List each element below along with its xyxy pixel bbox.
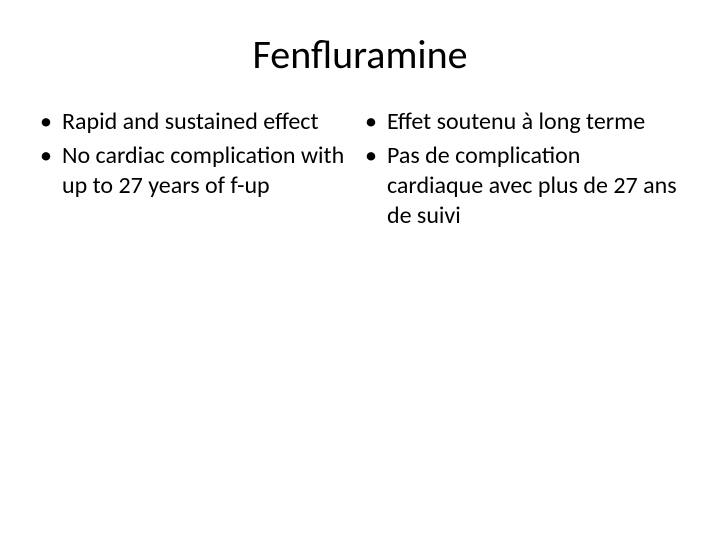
slide: Fenfluramine • Rapid and sustained effec… (0, 0, 720, 540)
list-item: • Rapid and sustained effect (40, 107, 355, 137)
bullet-icon: • (40, 141, 52, 171)
right-column: • Effet soutenu à long terme • Pas de co… (365, 107, 680, 235)
bullet-text: Effet soutenu à long terme (387, 107, 680, 137)
bullet-text: No cardiac complication with up to 27 ye… (62, 141, 355, 201)
list-item: • Pas de complication cardiaque avec plu… (365, 141, 680, 231)
two-column-body: • Rapid and sustained effect • No cardia… (40, 107, 680, 235)
bullet-icon: • (365, 141, 377, 171)
left-column: • Rapid and sustained effect • No cardia… (40, 107, 355, 235)
bullet-text: Pas de complication cardiaque avec plus … (387, 141, 680, 231)
slide-title: Fenfluramine (40, 30, 680, 79)
list-item: • Effet soutenu à long terme (365, 107, 680, 137)
bullet-icon: • (40, 107, 52, 137)
list-item: • No cardiac complication with up to 27 … (40, 141, 355, 201)
bullet-icon: • (365, 107, 377, 137)
bullet-text: Rapid and sustained effect (62, 107, 355, 137)
